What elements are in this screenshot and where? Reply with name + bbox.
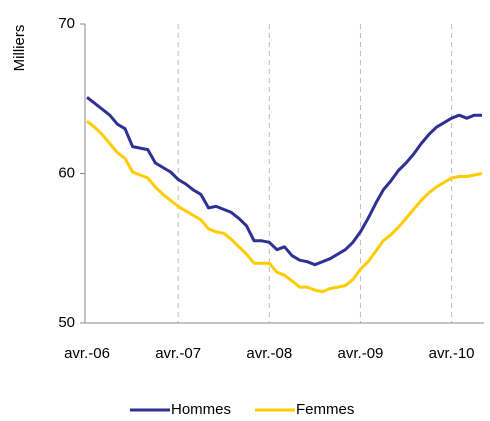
legend-label: Hommes bbox=[171, 401, 231, 418]
y-axis-label: Milliers bbox=[11, 25, 28, 72]
x-tick-label: avr.-07 bbox=[155, 345, 201, 362]
y-tick-label: 50 bbox=[58, 314, 75, 331]
x-tick-label: avr.-08 bbox=[246, 345, 292, 362]
x-tick-label: avr.-09 bbox=[338, 345, 384, 362]
y-tick-label: 70 bbox=[58, 15, 75, 32]
x-tick-label: avr.-10 bbox=[429, 345, 475, 362]
x-tick-label: avr.-06 bbox=[64, 345, 110, 362]
y-tick-label: 60 bbox=[58, 164, 75, 181]
line-series bbox=[86, 96, 482, 267]
legend-label: Femmes bbox=[296, 401, 354, 418]
line-series bbox=[86, 120, 483, 294]
